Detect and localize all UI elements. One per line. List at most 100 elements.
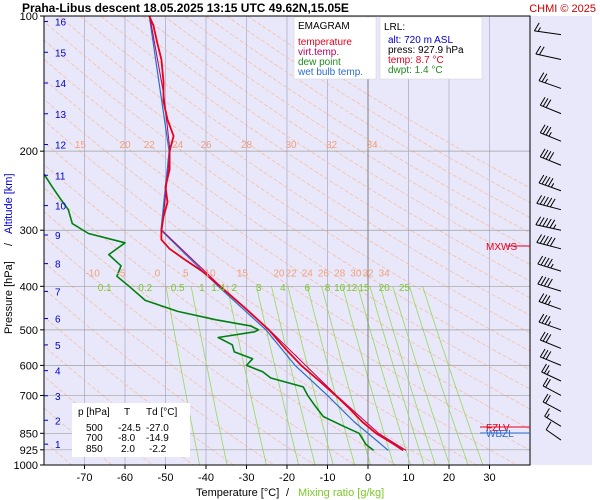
y-tick-label: 400 [20, 281, 38, 293]
wind-barb-flag [544, 315, 551, 325]
wind-barb-flag [541, 363, 547, 373]
wind-barb-flag [539, 148, 546, 158]
wind-barb-flag [539, 195, 546, 205]
dry-adiabat-label: 34 [379, 268, 391, 279]
y-tick-label: 850 [20, 428, 38, 440]
dry-adiabat-label: 30 [350, 268, 362, 279]
x-axis-separator: / [286, 487, 290, 499]
wind-barb-flag [544, 408, 550, 417]
dry-adiabat-label: 22 [285, 268, 297, 279]
table-header-p: p [hPa] [78, 407, 110, 418]
altitude-tick-label: 10 [55, 202, 67, 213]
y-tick-label: 700 [20, 390, 38, 402]
wind-barb-flag [542, 149, 549, 159]
wind-barb-flag [546, 413, 550, 418]
y-axis-separator: / [3, 242, 15, 246]
mixing-ratio-label: 25 [399, 283, 411, 294]
dry-adiabat-line [142, 16, 530, 266]
mixing-ratio-label: 0.2 [138, 283, 152, 294]
dry-adiabat-line [79, 16, 530, 316]
dry-adiabat-label: -5 [116, 268, 125, 279]
dry-adiabat-label: 22 [144, 140, 156, 151]
wind-barb [544, 408, 562, 427]
lrl-background [379, 16, 483, 80]
wind-barb-flag [545, 395, 551, 404]
mixing-ratio-label: 1.4 [211, 283, 225, 294]
wind-barb-flag [545, 150, 552, 160]
x-tick-label: 30 [483, 472, 495, 484]
y-tick-label: 600 [20, 360, 38, 372]
wind-barb-flag [540, 276, 547, 286]
dry-adiabat-label: 5 [183, 268, 189, 279]
dry-adiabat-label: 30 [285, 140, 297, 151]
wind-barb-flag [541, 73, 548, 83]
wind-barb-staff [537, 283, 562, 292]
y-tick-label: 100 [20, 11, 38, 23]
lrl-title: LRL: [384, 22, 405, 33]
x-axis-label-secondary: Mixing ratio [g/kg] [298, 487, 384, 499]
dry-adiabat-label: 32 [326, 140, 338, 151]
wind-barb-flag [546, 197, 553, 207]
x-axis-label: Temperature [°C] [196, 487, 279, 499]
wind-barb-flag [546, 236, 553, 246]
wbzl-label: WBZL [486, 429, 514, 440]
wind-barb-flag [545, 378, 551, 388]
dry-adiabat-label: 28 [334, 268, 346, 279]
wind-barb-flag [550, 263, 554, 269]
wind-barb-flag [538, 46, 545, 56]
legend-title: EMAGRAM [298, 21, 350, 32]
dry-adiabat-label: 10 [204, 268, 216, 279]
dry-adiabat-line [44, 58, 530, 390]
x-tick-label: -70 [77, 472, 93, 484]
lrl-dwpt: dwpt: 1.4 °C [388, 65, 443, 76]
dry-adiabat-line [44, 288, 275, 465]
wind-barb-staff [540, 339, 562, 349]
x-tick-label: -10 [320, 472, 336, 484]
y-tick-label: 925 [20, 445, 38, 457]
wind-barb [545, 421, 562, 441]
wind-barb-flag [543, 236, 549, 245]
wind-barb-flag [537, 275, 544, 285]
table-cell: 850 [86, 444, 103, 455]
table-cell: 500 [86, 423, 103, 434]
fzlv-label: FZLV [486, 423, 510, 434]
mxws-label: MXWS [486, 242, 517, 253]
wind-barb-flag [544, 78, 548, 84]
wind-barb-staff [541, 371, 562, 382]
wind-barb [538, 72, 562, 89]
wind-barb-flag [536, 234, 543, 243]
y-tick-label: 300 [20, 225, 38, 237]
x-tick-label: 10 [402, 472, 414, 484]
wind-barb [539, 148, 562, 166]
wind-barb [539, 124, 562, 142]
wind-barb [539, 348, 562, 366]
wind-barb-staff [536, 242, 562, 250]
wind-barb-flag [539, 96, 546, 106]
wind-barb-staff [535, 224, 562, 231]
wind-barb-flag [537, 27, 541, 32]
wind-barb-column [530, 16, 592, 465]
mixing-ratio-label: 0.5 [171, 283, 185, 294]
wind-barb [538, 293, 562, 310]
altitude-tick-label: 14 [55, 79, 67, 90]
wind-barb-flag [538, 72, 545, 81]
dry-adiabat-label: 20 [119, 140, 131, 151]
wind-barb-flag [546, 370, 550, 375]
dry-adiabat-line [44, 20, 530, 352]
y-tick-label: 500 [20, 325, 38, 337]
table-header-t: T [124, 407, 130, 418]
dry-adiabat-label: 24 [302, 268, 314, 279]
wind-barb-flag [539, 235, 546, 244]
wind-barb-layer [533, 22, 562, 441]
copyright-label: CHMI © 2025 [529, 3, 596, 15]
lrl-temp: temp: 8.7 °C [388, 55, 444, 66]
y-axis-label-secondary: Altitude [km] [3, 173, 15, 234]
table-cell: -24.5 [118, 423, 141, 434]
altitude-tick-label: 6 [55, 315, 61, 326]
wind-barb-flag [536, 195, 543, 204]
wind-barb-staff [540, 132, 562, 142]
x-tick-label: 20 [443, 472, 455, 484]
wind-barb [533, 22, 562, 36]
